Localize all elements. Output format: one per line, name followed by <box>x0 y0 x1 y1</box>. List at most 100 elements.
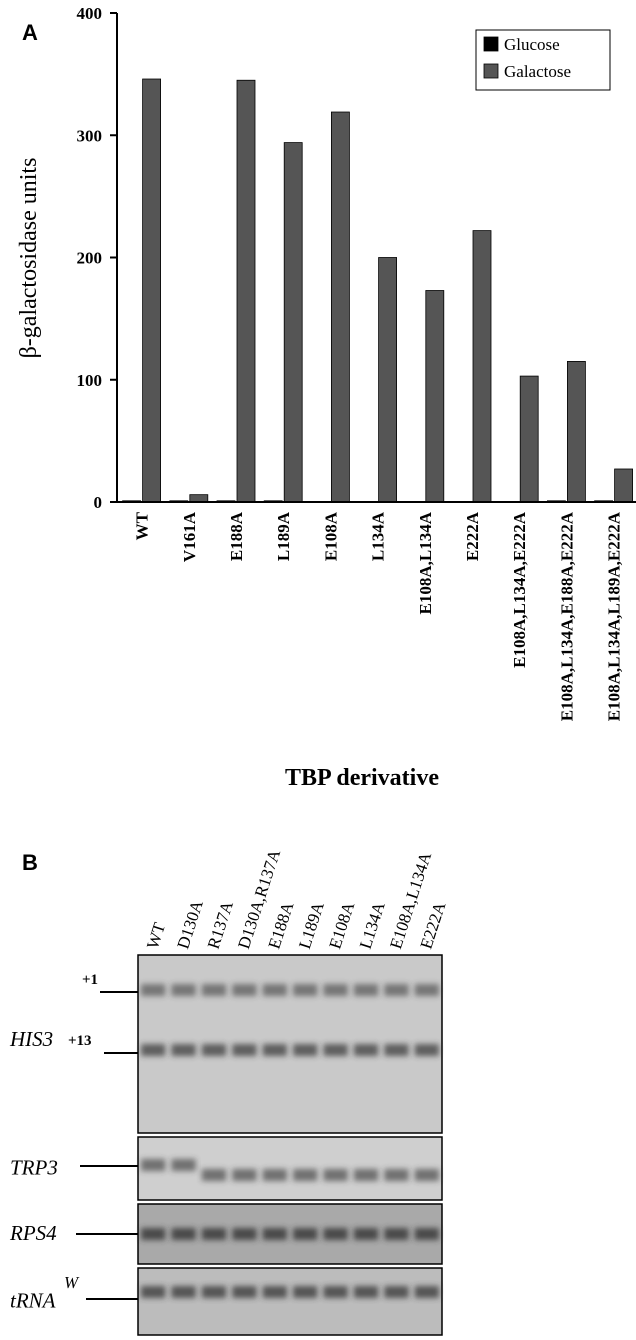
figure: A TBP derivative β-galactosidase units B… <box>0 0 636 1340</box>
gel-band <box>293 1044 317 1056</box>
blot-label: RPS4 <box>9 1221 57 1245</box>
gel-band <box>415 1044 439 1056</box>
y-axis-label: β-galactosidase units <box>16 158 42 359</box>
bar <box>520 376 538 502</box>
gel-band <box>293 1286 317 1298</box>
y-tick-label: 100 <box>77 371 103 390</box>
blot-label: TRP3 <box>10 1156 58 1180</box>
x-tick-label: E222A <box>463 511 482 561</box>
gel-band <box>263 984 287 996</box>
blot-label-superscript: W <box>64 1273 80 1292</box>
y-tick-label: 400 <box>77 4 103 23</box>
gel-band <box>202 1044 226 1056</box>
gel-band <box>323 1044 347 1056</box>
gel-band <box>171 1159 195 1171</box>
lane-label: E108A <box>325 899 358 951</box>
gel-band <box>415 1169 439 1181</box>
gel-band <box>354 1169 378 1181</box>
gel-band <box>354 984 378 996</box>
x-tick-label: WT <box>133 511 152 540</box>
gel-band <box>384 1228 408 1240</box>
lane-label: L189A <box>295 899 328 951</box>
gel-band <box>323 984 347 996</box>
gel-band <box>293 1228 317 1240</box>
gel-band <box>232 1286 256 1298</box>
lane-label: E188A <box>265 899 298 951</box>
y-tick-label: 0 <box>94 493 103 512</box>
gel-band <box>323 1228 347 1240</box>
panel-label: A <box>22 20 38 45</box>
gel-band <box>384 1286 408 1298</box>
gel-band <box>384 1044 408 1056</box>
lane-label: E222A <box>417 899 450 951</box>
gel-band <box>293 1169 317 1181</box>
blot-label: tRNA <box>10 1289 56 1313</box>
gel-band <box>384 984 408 996</box>
legend-label: Glucose <box>504 35 560 54</box>
bar <box>567 361 585 502</box>
gel-band <box>232 1169 256 1181</box>
gel-band <box>323 1286 347 1298</box>
gel-band <box>141 984 165 996</box>
y-tick-label: 200 <box>77 249 103 268</box>
gel-band <box>384 1169 408 1181</box>
x-tick-label: E108A,L134A,E222A <box>510 511 529 668</box>
lane-label: WT <box>143 920 169 952</box>
gel-band <box>354 1044 378 1056</box>
gel-band <box>232 1228 256 1240</box>
gel-band <box>293 984 317 996</box>
bar-chart: 0 100 200 300 400 WT V161A E188A L189A E108A L134A… <box>77 4 636 721</box>
gel-band <box>415 984 439 996</box>
blot <box>138 1268 442 1335</box>
gel-band <box>415 1286 439 1298</box>
gel-band <box>202 1286 226 1298</box>
bar <box>426 291 444 502</box>
x-axis-label: TBP derivative <box>285 765 439 791</box>
bar <box>331 112 349 502</box>
legend-swatch <box>484 37 498 51</box>
x-tick-label: E108A,L134A <box>416 511 435 614</box>
blot-label: HIS3 <box>9 1027 53 1051</box>
gel-band <box>232 984 256 996</box>
y-tick-label: 300 <box>77 126 103 145</box>
x-tick-label: E188A <box>227 511 246 561</box>
x-tick-label: L134A <box>369 511 388 561</box>
bar <box>473 231 491 502</box>
gel-band <box>171 1228 195 1240</box>
x-tick-label: L189A <box>274 511 293 561</box>
gel-band <box>171 984 195 996</box>
gel-band <box>263 1228 287 1240</box>
bar <box>284 143 302 502</box>
gel-band <box>141 1044 165 1056</box>
x-tick-label: E108A <box>321 511 340 561</box>
gel-band <box>141 1286 165 1298</box>
gel-band <box>354 1286 378 1298</box>
bar <box>615 469 633 502</box>
gel-band <box>202 1169 226 1181</box>
gel-band <box>141 1228 165 1240</box>
panel-label: B <box>22 850 38 875</box>
lane-label: R137A <box>204 898 237 951</box>
bar <box>143 79 161 502</box>
gel-band <box>202 984 226 996</box>
gel-band <box>141 1159 165 1171</box>
gel-band <box>171 1286 195 1298</box>
bar <box>379 258 397 503</box>
x-tick-label: V161A <box>180 511 199 562</box>
x-tick-label: E108A,L134A,E188A,E222A <box>557 511 576 721</box>
lane-label: D130A <box>173 897 207 951</box>
gel-band <box>171 1044 195 1056</box>
legend-swatch <box>484 64 498 78</box>
gel-band <box>415 1228 439 1240</box>
gel-band <box>263 1044 287 1056</box>
gel-band <box>323 1169 347 1181</box>
marker-label: +1 <box>82 972 98 988</box>
gel-band <box>354 1228 378 1240</box>
bar <box>237 80 255 502</box>
gel-band <box>263 1169 287 1181</box>
marker-label: +13 <box>68 1033 92 1049</box>
legend-label: Galactose <box>504 62 571 81</box>
x-tick-label: E108A,L134A,L189A,E222A <box>605 511 624 721</box>
gel-band <box>263 1286 287 1298</box>
